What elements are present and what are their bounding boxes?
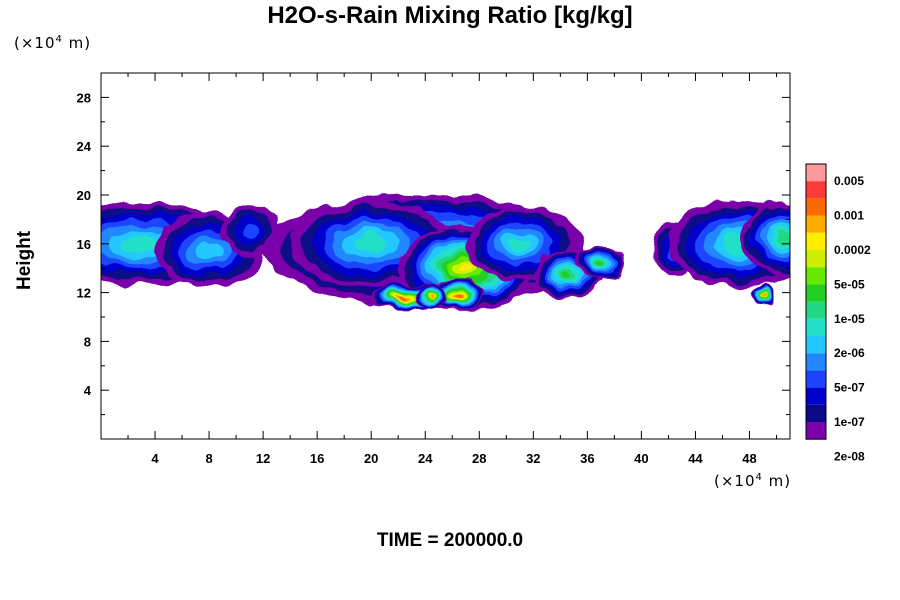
x-tick-label: 24 [418,451,433,466]
colorbar-level-label: 1e-07 [834,415,865,429]
contour-band [354,234,389,253]
colorbar-swatch [806,370,826,388]
y-tick-label: 24 [77,139,92,154]
contour-band [121,235,162,253]
contour-band [508,236,532,252]
colorbar-swatch [806,250,826,268]
colorbar-swatch [806,404,826,422]
colorbar-swatch [806,387,826,405]
time-label: TIME = 200000.0 [376,530,524,551]
colorbar-level-label: 5e-05 [834,277,865,291]
colorbar: 0.005 0.001 0.0002 5e-05 1e-05 2e-06 5e-07 1e-0… [805,163,871,463]
contour-band [457,262,475,274]
colorbar-level-label: 1e-05 [834,312,865,326]
colorbar-level-label: 0.0002 [834,243,871,257]
y-tick-label: 12 [77,286,91,301]
colorbar-swatch [806,232,826,250]
colorbar-level-label: 2e-08 [834,449,865,463]
contour-band [401,295,409,300]
x-tick-label: 28 [472,451,486,466]
x-tick-label: 8 [205,451,212,466]
x-axis-unit: (×104 m) [714,472,792,490]
chart-title: H2O-s-Rain Mixing Ratio [kg/kg] [267,2,633,29]
x-tick-label: 36 [580,451,594,466]
x-tick-label: 48 [742,451,756,466]
colorbar-swatch [806,301,826,319]
contour-band [760,294,765,299]
contour-band [561,270,573,279]
y-tick-label: 20 [77,188,91,203]
colorbar-level-label: 0.005 [834,174,864,188]
plot-frame [100,72,791,440]
colorbar-swatch [806,318,826,336]
x-tick-label: 16 [310,451,324,466]
contour-band [240,223,260,241]
contour-band [775,230,790,245]
colorbar-swatch [806,422,826,440]
colorbar-swatch [806,284,826,302]
y-tick-label: 16 [77,237,91,252]
x-tick-label: 20 [364,451,378,466]
x-tick-label: 12 [256,451,270,466]
y-tick-label: 8 [84,334,91,349]
y-tick-label: 28 [77,90,91,105]
colorbar-swatch [806,181,826,199]
y-tick-label: 4 [84,383,92,398]
colorbar-swatch [806,164,826,182]
colorbar-level-label: 0.001 [834,209,864,223]
x-tick-label: 44 [688,451,703,466]
colorbar-level-label: 5e-07 [834,381,865,395]
contour-band [429,295,434,300]
x-tick-label: 32 [526,451,540,466]
x-tick-label: 40 [634,451,648,466]
colorbar-level-label: 2e-06 [834,346,865,360]
colorbar-swatch [806,267,826,285]
contour-band [456,293,462,298]
contour-field [101,193,790,311]
y-axis-unit: (×104 m) [14,34,92,52]
contour-band [195,241,223,259]
colorbar-swatch [806,353,826,371]
contour-band [596,259,605,265]
colorbar-frame [805,163,827,440]
colorbar-swatch [806,215,826,233]
colorbar-swatch [806,336,826,354]
x-tick-label: 4 [151,451,159,466]
colorbar-swatch [806,198,826,216]
